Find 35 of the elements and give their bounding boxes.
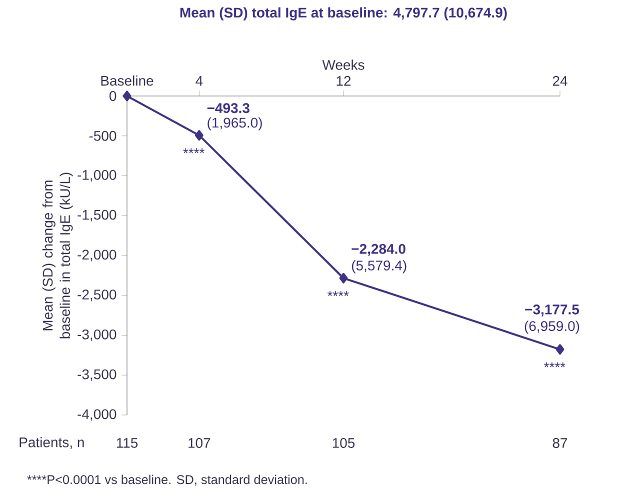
y-tick-label: -1,000	[78, 170, 116, 182]
chart-title: Mean (SD) total IgE at baseline: 4,797.7 (10,674.9)	[180, 7, 507, 20]
y-axis-title: Mean (SD) change from baseline in total IgE (kU/L)	[42, 172, 73, 338]
y-tick-label: -3,500	[78, 369, 116, 381]
text: 115	[116, 438, 138, 448]
annotation: ****	[328, 291, 349, 296]
x-tick-label: 12	[336, 76, 351, 86]
annotation: (5,579.4)	[352, 260, 406, 274]
point	[339, 272, 348, 284]
data-label: −2,284.0	[352, 244, 406, 256]
y-tick-label: -2,000	[78, 250, 116, 262]
data-label: −493.3	[207, 103, 250, 114]
x-tick-label: Baseline	[101, 75, 154, 86]
y-tick-label: -1,500	[78, 210, 116, 222]
y-tick-label: -500	[89, 130, 116, 141]
text: 107	[188, 438, 210, 448]
annotation: ****	[544, 362, 566, 368]
x-tick-label: 4	[196, 76, 203, 86]
x-tick-label: 24	[552, 76, 568, 86]
annotation: (6,959.0)	[524, 320, 580, 334]
text: 87	[552, 438, 568, 448]
y-tick-label: 0	[109, 91, 116, 101]
point	[556, 344, 564, 355]
annotation: ****	[183, 148, 205, 154]
y-tick-label: -2,500	[78, 290, 116, 302]
point	[122, 90, 132, 102]
y-tick-label: -4,000	[78, 409, 116, 421]
point	[194, 130, 204, 141]
annotation: (1,965.0)	[208, 117, 262, 130]
x-axis-title: Weeks	[322, 60, 364, 70]
text: 105	[332, 438, 355, 448]
text: ****P<0.0001 vs baseline. SD, standard deviation.	[27, 474, 307, 486]
y-tick-label: -3,000	[78, 329, 116, 342]
data-label: −3,177.5	[525, 304, 580, 316]
text: Patients, n	[20, 437, 84, 449]
